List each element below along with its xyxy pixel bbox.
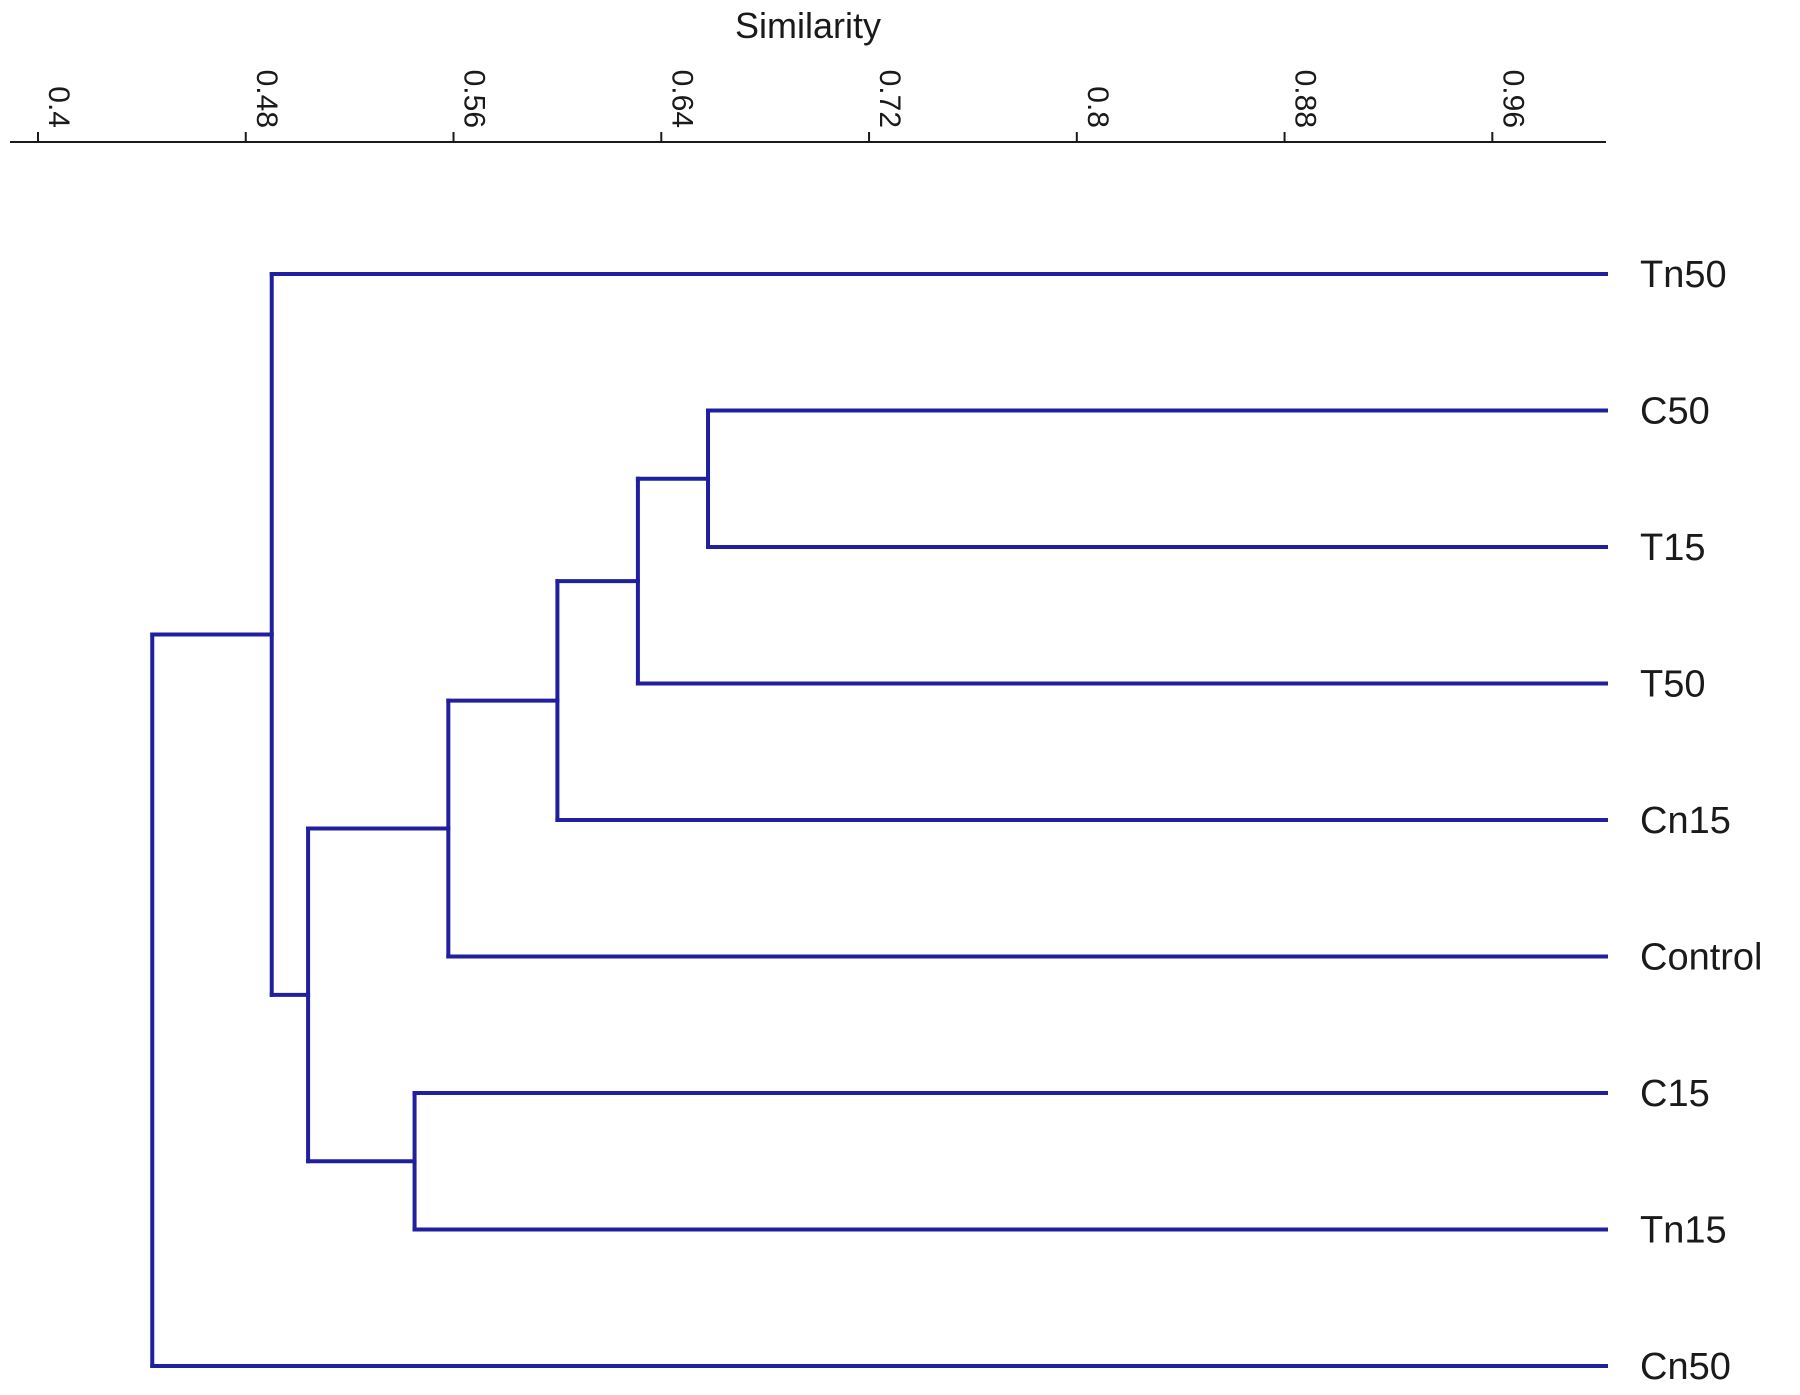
x-tick-label: 0.88 [1289,70,1322,128]
x-tick-label: 0.48 [250,70,283,128]
leaf-label-c50: C50 [1640,391,1710,433]
leaf-label-tn15: Tn15 [1640,1210,1727,1252]
x-axis-title: Similarity [735,5,881,46]
x-tick-label: 0.8 [1081,86,1114,128]
leaf-label-control: Control [1640,937,1763,979]
leaf-labels: Tn50 C50 T15 T50 Cn15 Control C15 Tn15 Cn50 [1640,254,1763,1388]
x-tick-label: 0.64 [665,70,698,128]
leaf-label-tn50: Tn50 [1640,254,1727,296]
dendrogram-tree [150,272,1608,1368]
leaf-label-cn50: Cn50 [1640,1346,1731,1388]
x-tick-label: 0.56 [458,70,491,128]
leaf-label-cn15: Cn15 [1640,800,1731,842]
leaf-label-t15: T15 [1640,527,1705,569]
x-tick-label: 0.96 [1496,70,1529,128]
leaf-label-t50: T50 [1640,664,1705,706]
leaf-label-c15: C15 [1640,1073,1710,1115]
x-tick-label: 0.4 [42,86,75,128]
similarity-axis: 0.4 0.48 0.56 0.64 0.72 0.8 0.88 0.96 [10,70,1606,143]
x-tick-label: 0.72 [873,70,906,128]
